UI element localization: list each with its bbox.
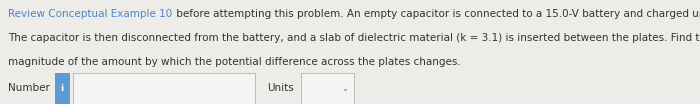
Text: ⌄: ⌄ (342, 84, 349, 93)
Text: magnitude of the amount by which the potential difference across the plates chan: magnitude of the amount by which the pot… (8, 57, 461, 67)
Text: i: i (61, 84, 64, 93)
FancyBboxPatch shape (73, 73, 255, 104)
FancyBboxPatch shape (301, 73, 354, 104)
Text: Units: Units (267, 83, 294, 93)
Text: before attempting this problem. An empty capacitor is connected to a 15.0-V batt: before attempting this problem. An empty… (173, 9, 700, 19)
FancyBboxPatch shape (55, 73, 70, 104)
Text: The capacitor is then disconnected from the battery, and a slab of dielectric ma: The capacitor is then disconnected from … (8, 33, 700, 43)
Text: Number: Number (8, 83, 50, 93)
Text: Review Conceptual Example 10: Review Conceptual Example 10 (8, 9, 173, 19)
